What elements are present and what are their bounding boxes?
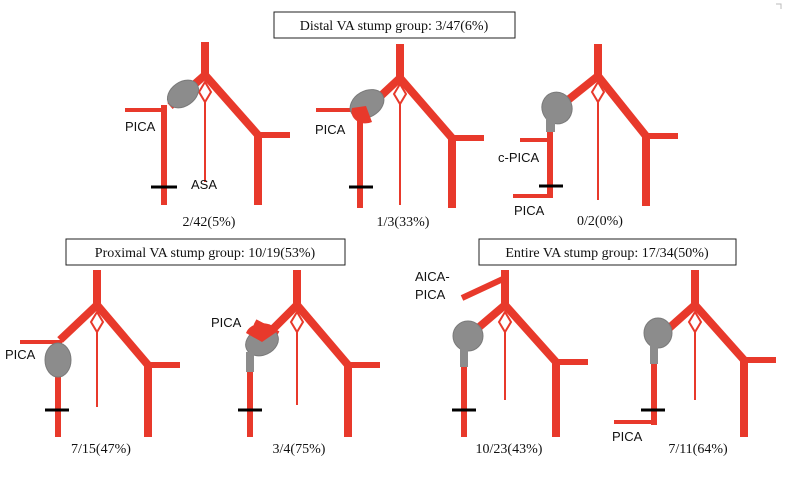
thrombosed-segment [246,352,254,372]
right-vertebral [594,73,650,139]
panel-fraction: 2/42(5%) [183,215,236,230]
thrombosed-segment [546,118,555,132]
intrasac-thrombus [351,106,372,124]
group-title-entire: Entire VA stump group: 17/34(50%) [478,238,737,266]
pica-label: PICA [5,347,36,362]
left-vertebral-distal [475,301,508,332]
aneurysm-sac [541,91,573,125]
right-vertebral [202,72,261,138]
left-vertebral-distal [664,302,698,333]
panel-entire-1: AICA- PICA 10/23(43%) [415,269,588,457]
panel-fraction: 7/11(64%) [668,442,728,457]
intrasac-thrombus [246,323,278,342]
aica-pica-label-line2: PICA [415,287,446,302]
confluence-loop [89,310,105,334]
panel-distal-3: c-PICA PICA 0/2(0%) [498,44,678,229]
confluence-loop [392,82,408,106]
pica-label: PICA [315,122,346,137]
confluence-loop [197,80,213,104]
panel-fraction: 3/4(75%) [273,442,326,457]
panel-fraction: 7/15(47%) [71,442,131,457]
group-title-entire-text: Entire VA stump group: 17/34(50%) [505,246,709,261]
panel-fraction: 0/2(0%) [577,214,623,229]
aica-pica-label-line1: AICA- [415,269,450,284]
left-vertebral-distal [269,302,300,333]
panel-fraction: 1/3(33%) [377,215,430,230]
pica-label: PICA [514,203,545,218]
confluence-loop [497,310,513,334]
group-title-proximal: Proximal VA stump group: 10/19(53%) [65,238,346,266]
group-title-proximal-text: Proximal VA stump group: 10/19(53%) [95,246,316,261]
c-pica-label: c-PICA [498,150,540,165]
pica-label: PICA [211,315,242,330]
group-title-distal: Distal VA stump group: 3/47(6%) [273,11,516,39]
thrombosed-segment [650,342,658,364]
asa-label: ASA [191,177,217,192]
thrombosed-segment [460,345,468,367]
panel-distal-1: PICA ASA 2/42(5%) [125,42,290,230]
right-vertebral [93,302,152,368]
panel-distal-2: PICA 1/3(33%) [315,44,484,230]
confluence-loop [687,310,703,334]
confluence-loop [289,310,305,334]
panel-entire-2: PICA 7/11(64%) [612,270,776,457]
pica-label: PICA [612,429,643,444]
aneurysm-sac [166,79,200,109]
right-vertebral [692,302,747,363]
group-title-distal-text: Distal VA stump group: 3/47(6%) [300,19,489,34]
right-vertebral [396,75,456,141]
panel-proximal-1: PICA 7/15(47%) [5,270,180,457]
pica-label: PICA [125,119,156,134]
aneurysm-sac [44,342,72,378]
confluence-loop [590,80,606,104]
aica-pica-branch [460,275,507,301]
left-vertebral-distal [565,72,601,104]
right-vertebral [502,302,559,365]
panel-fraction: 10/23(43%) [476,442,543,457]
corner-mark [776,3,782,9]
right-vertebral [293,302,352,368]
panel-proximal-2: PICA 3/4(75%) [211,270,380,457]
left-vertebral-distal [57,302,100,343]
